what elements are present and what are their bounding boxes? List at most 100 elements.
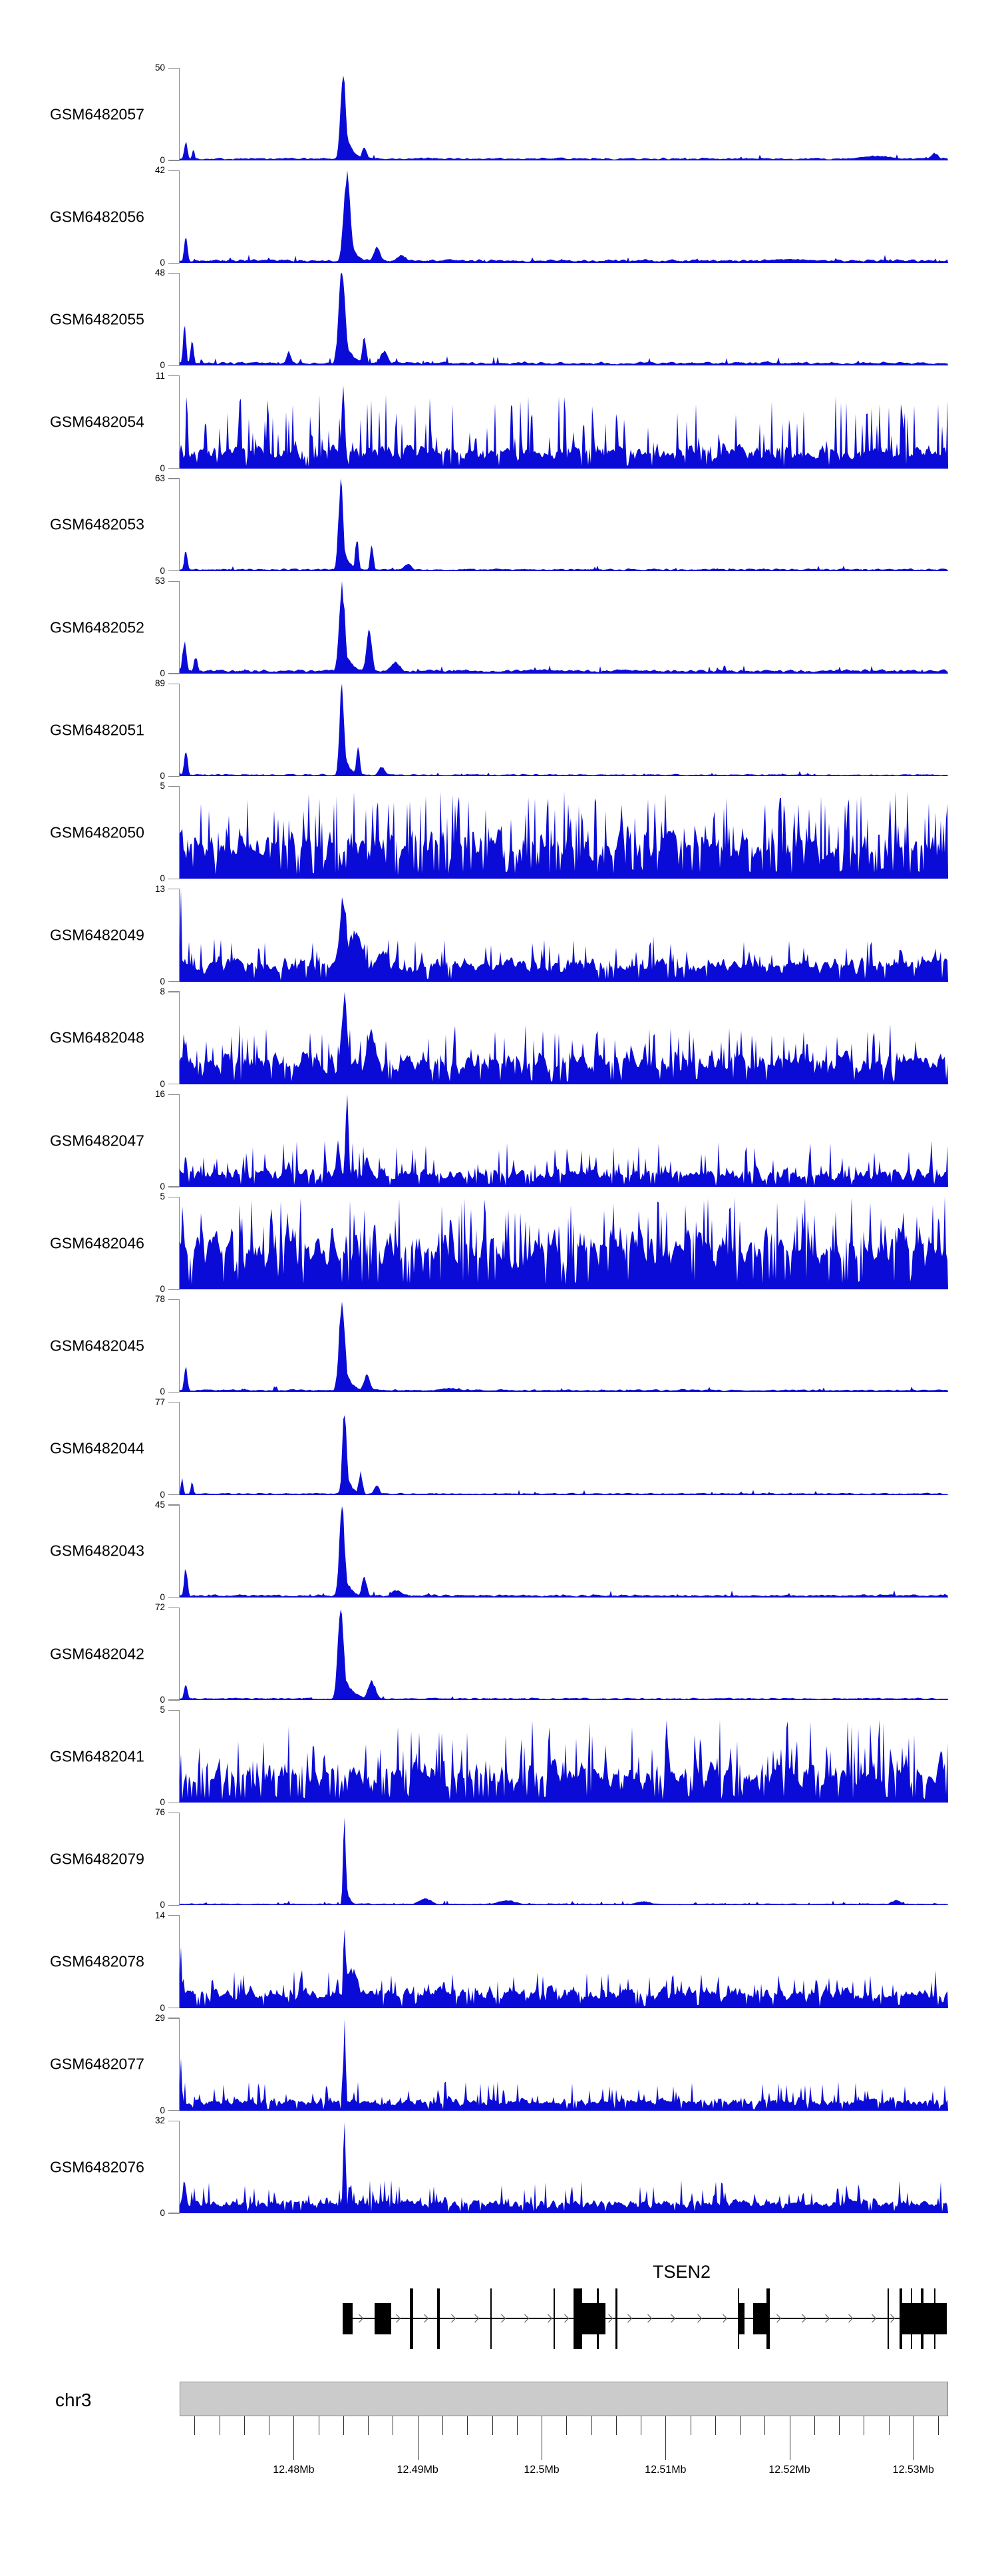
y-axis-zero-label: 0 [160, 1181, 165, 1191]
y-axis-max-label: 8 [160, 986, 165, 996]
signal-area [180, 684, 948, 777]
y-axis-zero-label: 0 [160, 1900, 165, 1910]
y-axis-tick [168, 1699, 180, 1701]
y-axis-line [179, 1504, 180, 1598]
strand-arrow-icon [424, 2314, 429, 2323]
track-label: GSM6482043 [50, 1542, 144, 1560]
ruler-tick-label: 12.51Mb [645, 2464, 687, 2475]
ruler-tick-label: 12.48Mb [273, 2464, 315, 2475]
exon-mark [766, 2288, 770, 2349]
signal-area [180, 1197, 948, 1290]
track-GSM6482047: GSM6482047 16 0 [0, 1090, 998, 1191]
y-axis-tick [168, 1904, 180, 1906]
strand-arrow-icon [359, 2314, 364, 2323]
exon-mark [615, 2288, 617, 2349]
exon-box [738, 2302, 745, 2334]
y-axis-max-label: 63 [154, 473, 165, 483]
track-label: GSM6482046 [50, 1234, 144, 1252]
y-axis-zero-label: 0 [160, 668, 165, 678]
signal-area [180, 273, 948, 366]
track-label: GSM6482045 [50, 1337, 144, 1355]
y-axis-tick [168, 775, 180, 777]
y-axis-tick [168, 467, 180, 469]
strand-arrow-icon [396, 2314, 401, 2323]
y-axis-tick [168, 67, 180, 69]
y-axis-tick [168, 375, 180, 377]
y-axis-zero-label: 0 [160, 155, 165, 165]
track-GSM6482052: GSM6482052 53 0 [0, 576, 998, 678]
y-axis-line [179, 2018, 180, 2111]
y-axis-tick [168, 570, 180, 572]
track-GSM6482056: GSM6482056 42 0 [0, 166, 998, 268]
y-axis-line [179, 684, 180, 777]
track-GSM6482079: GSM6482079 76 0 [0, 1808, 998, 1910]
y-axis-zero-label: 0 [160, 2208, 165, 2218]
y-axis-zero-label: 0 [160, 1797, 165, 1808]
y-axis-zero-label: 0 [160, 873, 165, 884]
signal-area [180, 2122, 948, 2213]
track-GSM6482046: GSM6482046 5 0 [0, 1192, 998, 1294]
y-axis-line [179, 1094, 180, 1187]
exon-mark [490, 2288, 492, 2349]
exon-mark [911, 2288, 912, 2349]
y-axis-line [179, 786, 180, 879]
track-GSM6482055: GSM6482055 48 0 [0, 268, 998, 370]
y-axis-line [179, 1608, 180, 1701]
ruler-minor-tick [938, 2416, 939, 2435]
gene-track: TSEN2 [0, 2256, 998, 2356]
track-GSM6482077: GSM6482077 29 0 [0, 2013, 998, 2115]
signal-area [180, 791, 948, 879]
ruler-major-tick [665, 2416, 667, 2460]
track-label: GSM6482054 [50, 413, 144, 431]
y-axis-line [179, 889, 180, 982]
ruler-minor-tick [591, 2416, 592, 2435]
signal-area [180, 1301, 948, 1393]
signal-area [180, 170, 948, 264]
y-axis-zero-label: 0 [160, 463, 165, 473]
exon-box [580, 2302, 605, 2334]
y-axis-max-label: 13 [154, 883, 165, 894]
exon-box [900, 2302, 947, 2334]
gene-name-label: TSEN2 [652, 2262, 711, 2282]
y-axis-tick [168, 1915, 180, 1916]
y-axis-tick [168, 170, 180, 171]
track-label: GSM6482078 [50, 1952, 144, 1970]
y-axis-tick [168, 272, 180, 274]
ruler-minor-tick [492, 2416, 493, 2435]
track-GSM6482053: GSM6482053 63 0 [0, 473, 998, 575]
y-axis-tick [168, 1504, 180, 1506]
y-axis-line [179, 170, 180, 264]
strand-arrow-icon [608, 2314, 613, 2323]
strand-arrow-icon [848, 2314, 854, 2323]
y-axis-line [179, 2121, 180, 2214]
strand-arrow-icon [872, 2314, 877, 2323]
y-axis-line [179, 273, 180, 366]
ruler-tick-label: 12.53Mb [892, 2464, 934, 2475]
y-axis-line [179, 1402, 180, 1496]
exon-mark [573, 2288, 582, 2349]
signal-area [180, 1506, 948, 1598]
exon-mark [934, 2288, 936, 2349]
strand-arrow-icon [474, 2314, 480, 2323]
exon-box [342, 2302, 353, 2334]
y-axis-zero-label: 0 [160, 1592, 165, 1602]
y-axis-tick [168, 1597, 180, 1598]
track-GSM6482042: GSM6482042 72 0 [0, 1603, 998, 1705]
track-GSM6482050: GSM6482050 5 0 [0, 781, 998, 883]
ruler-minor-tick [244, 2416, 245, 2435]
strand-arrow-icon [501, 2314, 506, 2323]
track-label: GSM6482076 [50, 2158, 144, 2175]
track-label: GSM6482051 [50, 721, 144, 739]
signal-area [180, 581, 948, 674]
track-GSM6482078: GSM6482078 14 0 [0, 1910, 998, 2012]
y-axis-line [179, 68, 180, 161]
strand-arrow-icon [802, 2314, 807, 2323]
ruler-minor-tick [839, 2416, 840, 2435]
chromosome-bar [180, 2382, 948, 2416]
signal-area [180, 1610, 948, 1700]
exon-mark [888, 2288, 889, 2349]
y-axis-max-label: 29 [154, 2012, 165, 2023]
ruler-minor-tick [194, 2416, 196, 2435]
signal-area [180, 889, 948, 982]
strand-arrow-icon [671, 2314, 676, 2323]
